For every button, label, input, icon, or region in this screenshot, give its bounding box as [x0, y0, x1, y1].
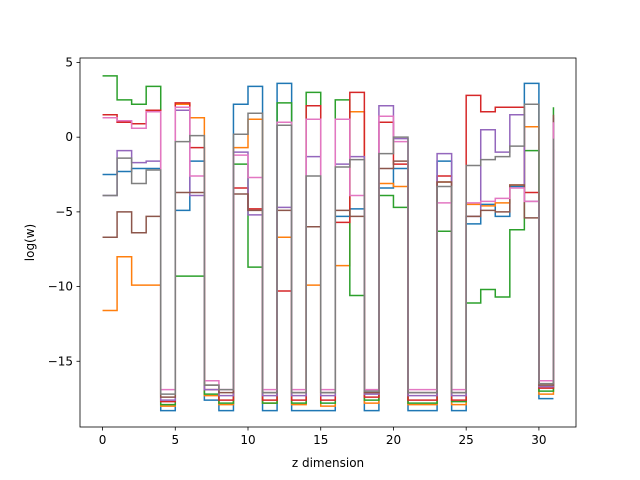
y-tick-label: −5 [55, 205, 73, 219]
x-axis-label: z dimension [292, 456, 364, 470]
series-line-4 [102, 91, 555, 403]
series-line-7 [102, 106, 555, 391]
x-tick-label: 30 [531, 433, 546, 447]
x-tick-label: 20 [386, 433, 401, 447]
x-tick-label: 0 [99, 433, 107, 447]
y-axis: 5 0 −5 −10 −15 [48, 55, 80, 368]
x-tick-label: 5 [171, 433, 179, 447]
series-line-1 [102, 82, 554, 412]
y-tick-label: −15 [48, 354, 73, 368]
y-tick-label: 0 [65, 130, 73, 144]
series-line-8 [102, 103, 555, 395]
x-tick-label: 10 [240, 433, 255, 447]
y-axis-label: log(w) [23, 224, 37, 261]
series-layer [102, 75, 555, 412]
series-line-5 [102, 105, 555, 401]
series-line-3 [102, 75, 555, 406]
series-line-6 [102, 114, 555, 398]
y-tick-label: −10 [48, 280, 73, 294]
x-tick-label: 15 [313, 433, 328, 447]
x-tick-label: 25 [459, 433, 474, 447]
series-line-2 [102, 103, 555, 407]
y-tick-label: 5 [65, 55, 73, 69]
x-axis: 0 5 10 15 20 25 30 [99, 427, 547, 447]
plot-frame [79, 57, 577, 428]
